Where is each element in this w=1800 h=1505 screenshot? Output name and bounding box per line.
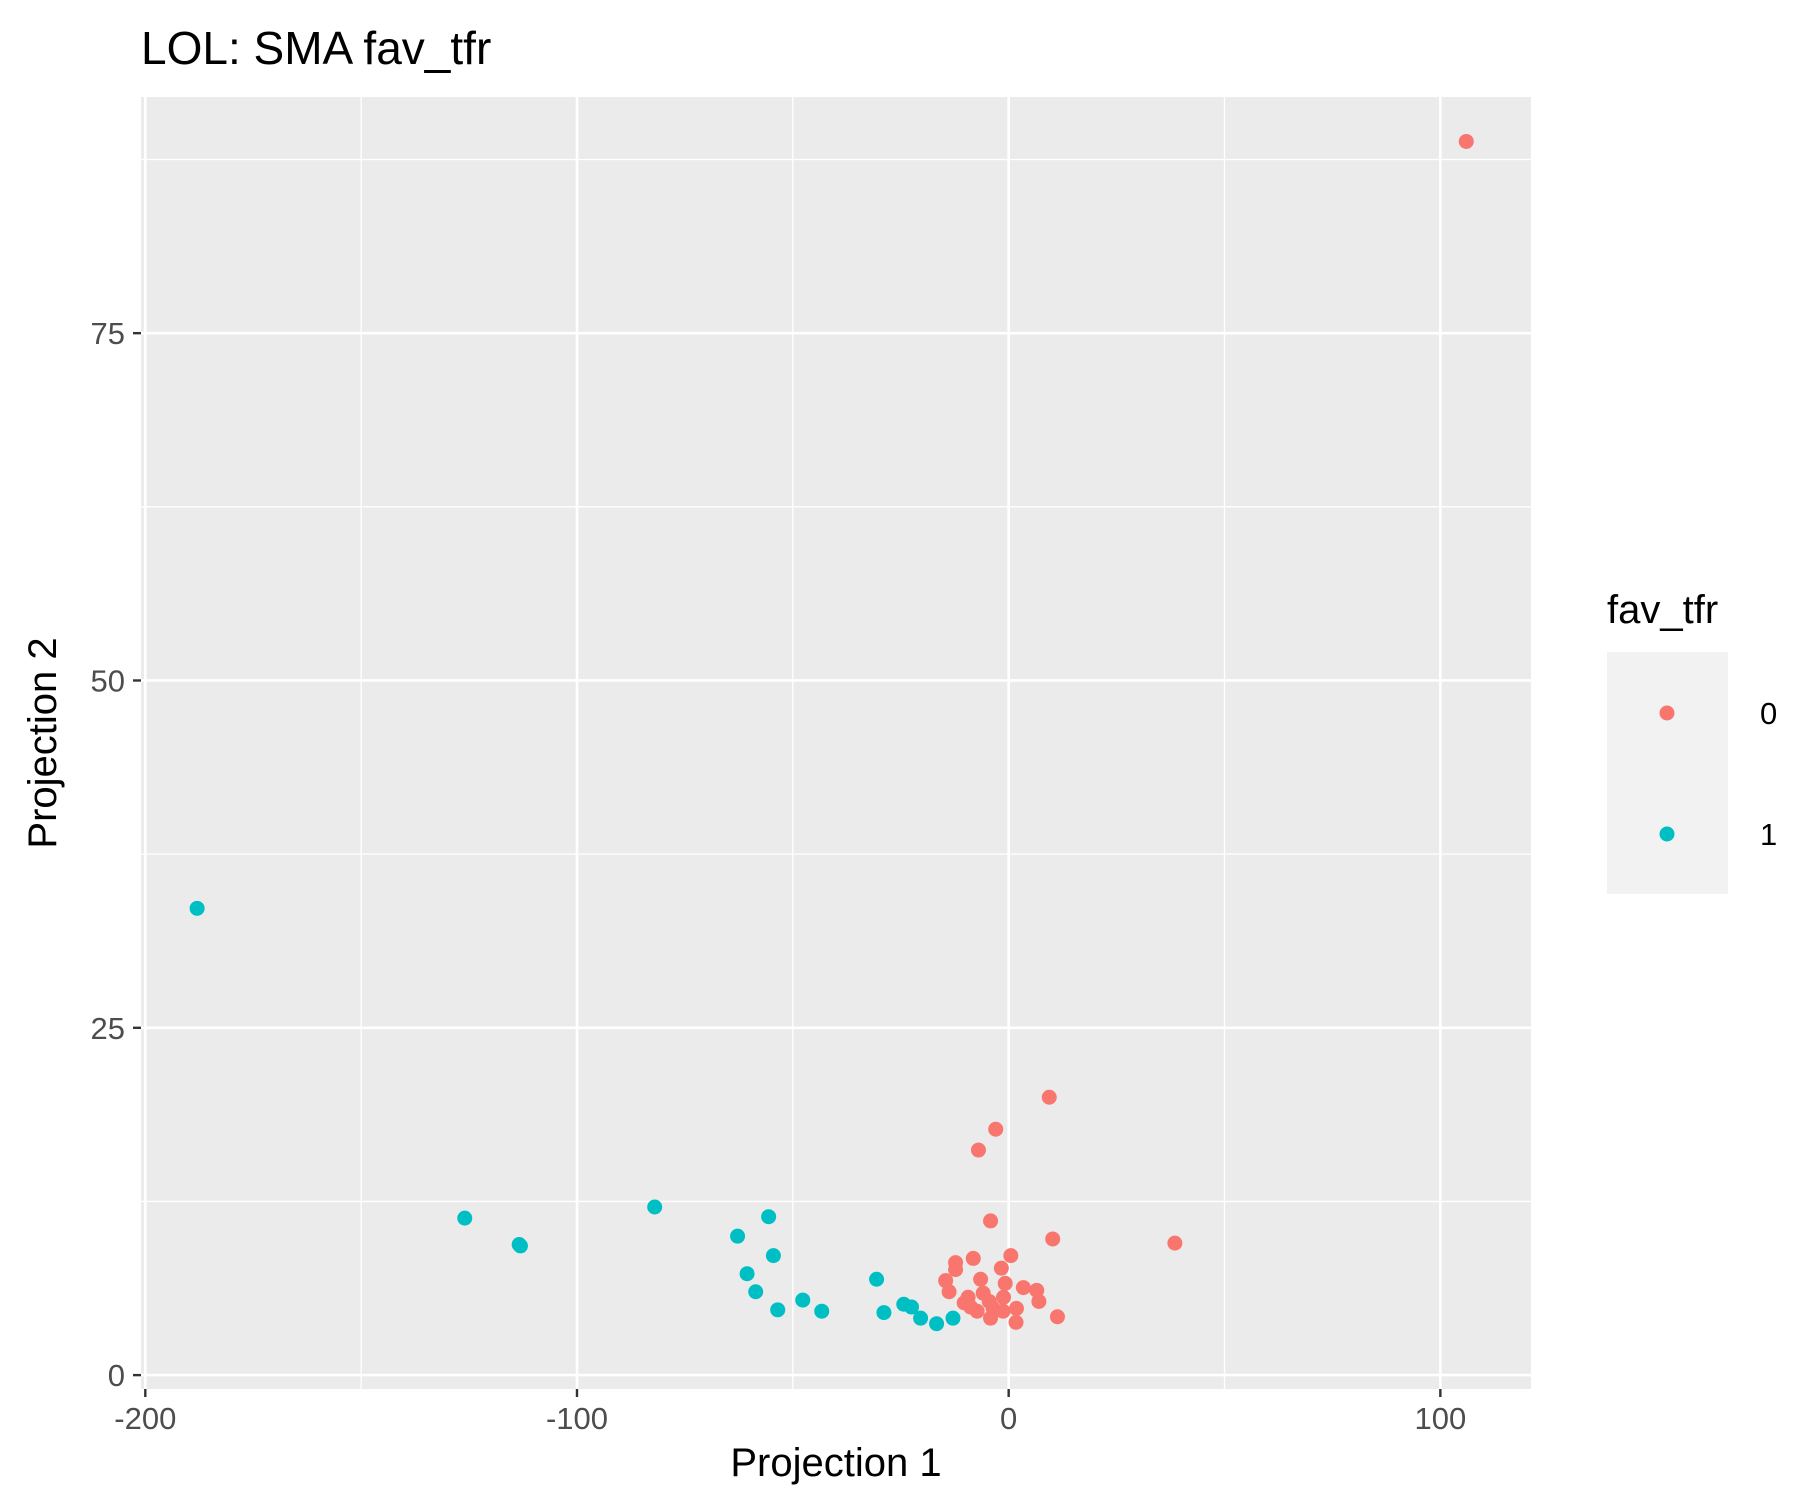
series-0 bbox=[938, 133, 1474, 1330]
series-1 bbox=[189, 900, 961, 1332]
x-tick-label: -200 bbox=[114, 1401, 176, 1436]
x-tick-label: -100 bbox=[546, 1401, 608, 1436]
data-point bbox=[1041, 1089, 1057, 1105]
data-point bbox=[913, 1310, 929, 1326]
data-point bbox=[770, 1302, 786, 1318]
legend-label-1: 1 bbox=[1760, 817, 1777, 852]
data-point bbox=[929, 1316, 945, 1332]
data-point bbox=[904, 1299, 920, 1315]
data-point bbox=[1015, 1280, 1031, 1296]
data-point bbox=[512, 1238, 528, 1254]
data-point bbox=[995, 1289, 1011, 1305]
chart-title: LOL: SMA fav_tfr bbox=[141, 22, 491, 74]
x-axis-title: Projection 1 bbox=[730, 1441, 941, 1485]
x-tick-label: 100 bbox=[1414, 1401, 1466, 1436]
data-point bbox=[647, 1199, 663, 1215]
data-point bbox=[995, 1303, 1011, 1319]
data-point bbox=[761, 1209, 777, 1225]
data-point bbox=[876, 1305, 892, 1321]
legend-key-background bbox=[1607, 652, 1728, 894]
grid-minor bbox=[141, 97, 1531, 1389]
legend: fav_tfr 01 bbox=[1607, 588, 1777, 894]
grid-major bbox=[141, 97, 1531, 1389]
legend-title: fav_tfr bbox=[1607, 588, 1718, 632]
legend-label-0: 0 bbox=[1760, 696, 1777, 731]
data-point bbox=[1008, 1300, 1024, 1316]
data-point bbox=[969, 1303, 985, 1319]
data-point bbox=[1049, 1309, 1065, 1325]
data-point bbox=[189, 900, 205, 916]
legend-key-1 bbox=[1659, 826, 1675, 842]
data-point bbox=[730, 1228, 746, 1244]
data-point bbox=[765, 1248, 781, 1264]
data-point bbox=[983, 1213, 999, 1229]
legend-key-0 bbox=[1659, 705, 1675, 721]
y-tick-label: 25 bbox=[91, 1011, 125, 1046]
data-point bbox=[795, 1292, 811, 1308]
points-layer bbox=[189, 133, 1474, 1332]
y-axis: 0 25 50 75 bbox=[91, 316, 141, 1393]
data-point bbox=[1003, 1248, 1019, 1264]
data-point bbox=[941, 1284, 957, 1300]
data-point bbox=[973, 1271, 989, 1287]
data-point bbox=[739, 1266, 755, 1282]
data-point bbox=[814, 1303, 830, 1319]
data-point bbox=[970, 1142, 986, 1158]
legend-entries: 01 bbox=[1659, 696, 1777, 852]
data-point bbox=[997, 1275, 1013, 1291]
data-point bbox=[869, 1271, 885, 1287]
data-point bbox=[988, 1121, 1004, 1137]
data-point bbox=[948, 1262, 964, 1278]
data-point bbox=[965, 1250, 981, 1266]
data-point bbox=[945, 1310, 961, 1326]
data-point bbox=[1031, 1293, 1047, 1309]
data-point bbox=[993, 1260, 1009, 1276]
x-tick-label: 0 bbox=[1000, 1401, 1017, 1436]
data-point bbox=[1029, 1282, 1045, 1298]
plot-panel bbox=[141, 97, 1531, 1389]
data-point bbox=[983, 1310, 999, 1326]
data-point bbox=[457, 1210, 473, 1226]
y-tick-label: 0 bbox=[108, 1358, 125, 1393]
data-point bbox=[748, 1284, 764, 1300]
data-point bbox=[1167, 1235, 1183, 1251]
y-tick-label: 50 bbox=[91, 663, 125, 698]
x-axis: -200 -100 0 100 bbox=[114, 1389, 1466, 1436]
data-point bbox=[1045, 1231, 1061, 1247]
y-axis-title: Projection 2 bbox=[21, 637, 65, 848]
data-point bbox=[1008, 1314, 1024, 1330]
data-point bbox=[1458, 133, 1474, 149]
y-tick-label: 75 bbox=[91, 316, 125, 351]
